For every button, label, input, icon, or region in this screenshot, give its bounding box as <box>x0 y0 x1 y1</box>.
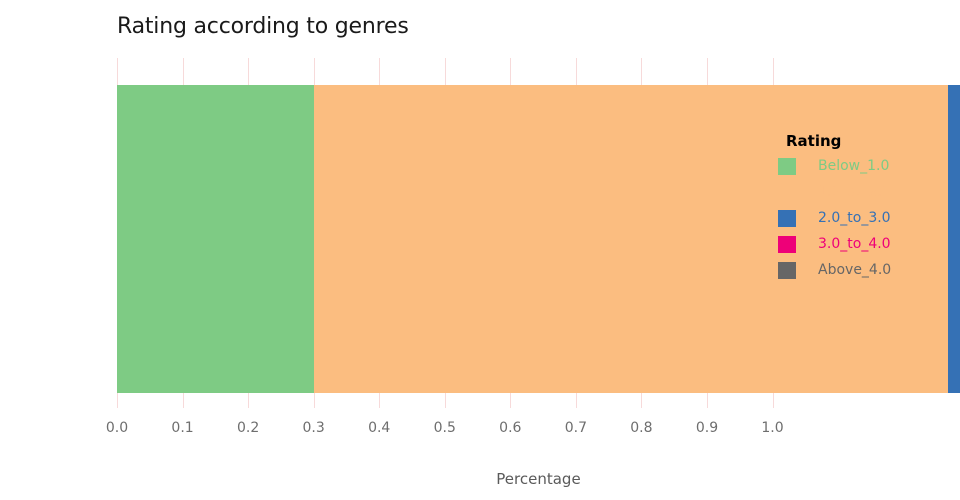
legend-item[interactable]: Above_4.0 <box>778 262 938 282</box>
legend-item-label: 3.0_to_4.0 <box>818 236 891 252</box>
bar-segment-1.0_to_2.0 <box>313 85 949 393</box>
legend-title: Rating <box>786 132 842 150</box>
legend-swatch-icon <box>778 236 796 253</box>
x-tick-label: 0.6 <box>499 420 522 436</box>
x-tick-label: 0.5 <box>433 420 456 436</box>
legend-item-label: 2.0_to_3.0 <box>818 210 891 226</box>
legend-item-label: Above_4.0 <box>818 262 892 278</box>
legend-swatch-icon <box>778 184 796 201</box>
x-tick-label: 0.2 <box>236 420 260 436</box>
x-tick-label: 0.4 <box>368 420 391 436</box>
x-tick-label: 0.1 <box>171 420 194 436</box>
x-tick-label: 0.8 <box>630 420 653 436</box>
legend-swatch-icon <box>778 210 796 227</box>
legend-item[interactable]: 1.0_to_2.0 <box>778 184 938 204</box>
x-tick-label: 0.0 <box>105 420 129 436</box>
stacked-bar <box>117 85 960 393</box>
legend-item-label: 1.0_to_2.0 <box>818 184 891 200</box>
legend-item-label: Below_1.0 <box>818 158 890 174</box>
x-axis-label: Percentage <box>496 470 581 488</box>
page-title: Rating according to genres <box>117 14 409 39</box>
x-tick-label: 0.3 <box>302 420 325 436</box>
legend-swatch-icon <box>778 262 796 279</box>
bar-segment-2.0_to_3.0 <box>948 85 960 393</box>
legend-item[interactable]: Below_1.0 <box>778 158 938 178</box>
bar-segment-below_1.0 <box>117 85 314 393</box>
legend-item[interactable]: 2.0_to_3.0 <box>778 210 938 230</box>
x-tick-label: 0.7 <box>564 420 587 436</box>
x-tick-label: 1.0 <box>761 420 784 436</box>
plot-area <box>117 58 960 408</box>
legend-item[interactable]: 3.0_to_4.0 <box>778 236 938 256</box>
x-tick-label: 0.9 <box>695 420 719 436</box>
legend-swatch-icon <box>778 158 796 175</box>
